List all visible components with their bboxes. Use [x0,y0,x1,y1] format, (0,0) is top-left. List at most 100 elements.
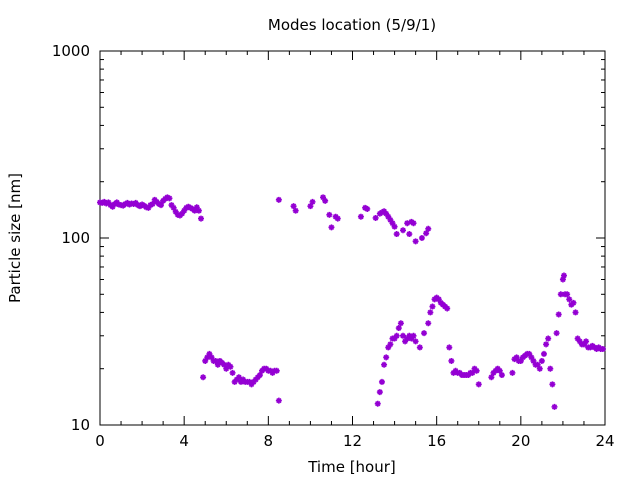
data-point [385,344,392,351]
data-point [498,372,505,379]
data-point [408,335,415,342]
x-axis-label: Time [hour] [307,458,396,476]
x-tick-label: 8 [264,432,274,450]
y-tick-label: 100 [61,229,90,247]
data-point [290,203,297,210]
data-point [191,207,198,214]
data-point [400,227,406,234]
data-point [416,344,423,351]
data-point [559,276,566,283]
data-point [212,357,219,364]
data-point [566,296,573,303]
data-point [252,376,259,383]
data-point [269,369,276,376]
data-point [383,210,390,217]
data-point [543,341,550,348]
data-point [193,204,200,211]
data-point [406,231,413,238]
data-point [410,332,417,339]
data-point [267,367,274,374]
data-point [275,397,282,404]
data-point [202,357,209,364]
data-point [223,365,230,372]
x-tick-label: 20 [511,432,530,450]
data-point [549,381,556,388]
data-point [526,350,533,357]
y-tick-label: 10 [71,416,90,434]
data-point [237,378,244,385]
data-point [158,202,165,209]
data-point [292,207,299,214]
data-point [412,238,419,245]
data-point [208,354,215,361]
data-point [547,365,554,372]
data-point [599,345,606,352]
data-point [309,198,316,205]
data-point [214,361,221,368]
data-point [378,378,385,385]
data-point [235,374,242,381]
data-point [513,354,520,361]
data-point [170,204,177,211]
data-point [397,320,404,327]
data-point [132,199,139,206]
data-point [200,374,207,381]
data-point [393,332,400,339]
data-point [572,309,579,316]
data-point [166,195,173,202]
data-point [496,367,503,374]
data-point [179,210,186,217]
data-point [393,231,400,238]
data-point [570,299,577,306]
x-tick-label: 0 [95,432,105,450]
data-point [357,213,364,220]
data-point [517,357,524,364]
data-point [427,309,434,316]
data-point [553,330,560,337]
data-point [465,372,472,379]
data-point [372,214,379,221]
x-axis: 0 4 8 12 16 20 24 [95,51,615,450]
data-point [149,200,156,207]
data-point [473,367,480,374]
data-point [435,296,442,303]
data-point [389,220,396,227]
data-point [250,378,257,385]
data-point [387,341,394,348]
data-point [583,338,590,345]
data-point [469,369,476,376]
data-point [412,338,419,345]
data-point [560,272,567,279]
data-points [97,194,606,410]
data-point [320,194,327,201]
data-point [381,361,388,368]
data-point [448,357,455,364]
data-point [109,203,116,210]
data-point [385,213,392,220]
data-point [381,208,388,215]
data-point [576,338,583,345]
data-point [429,303,436,310]
data-point [564,291,571,298]
data-point [221,361,228,368]
data-point [423,230,430,237]
data-point [145,204,152,211]
data-point [400,332,406,339]
data-point [475,381,482,388]
data-point [227,363,234,370]
data-point [387,216,394,223]
data-point [364,205,371,212]
data-point [307,203,314,210]
data-point [421,330,428,337]
data-point [446,344,453,351]
data-point [233,376,240,383]
data-point [490,369,497,376]
data-point [105,199,112,206]
data-point [246,378,253,385]
data-point [509,369,516,376]
data-point [204,354,211,361]
data-point [181,207,188,214]
x-tick-label: 4 [179,432,189,450]
data-point [391,223,398,230]
